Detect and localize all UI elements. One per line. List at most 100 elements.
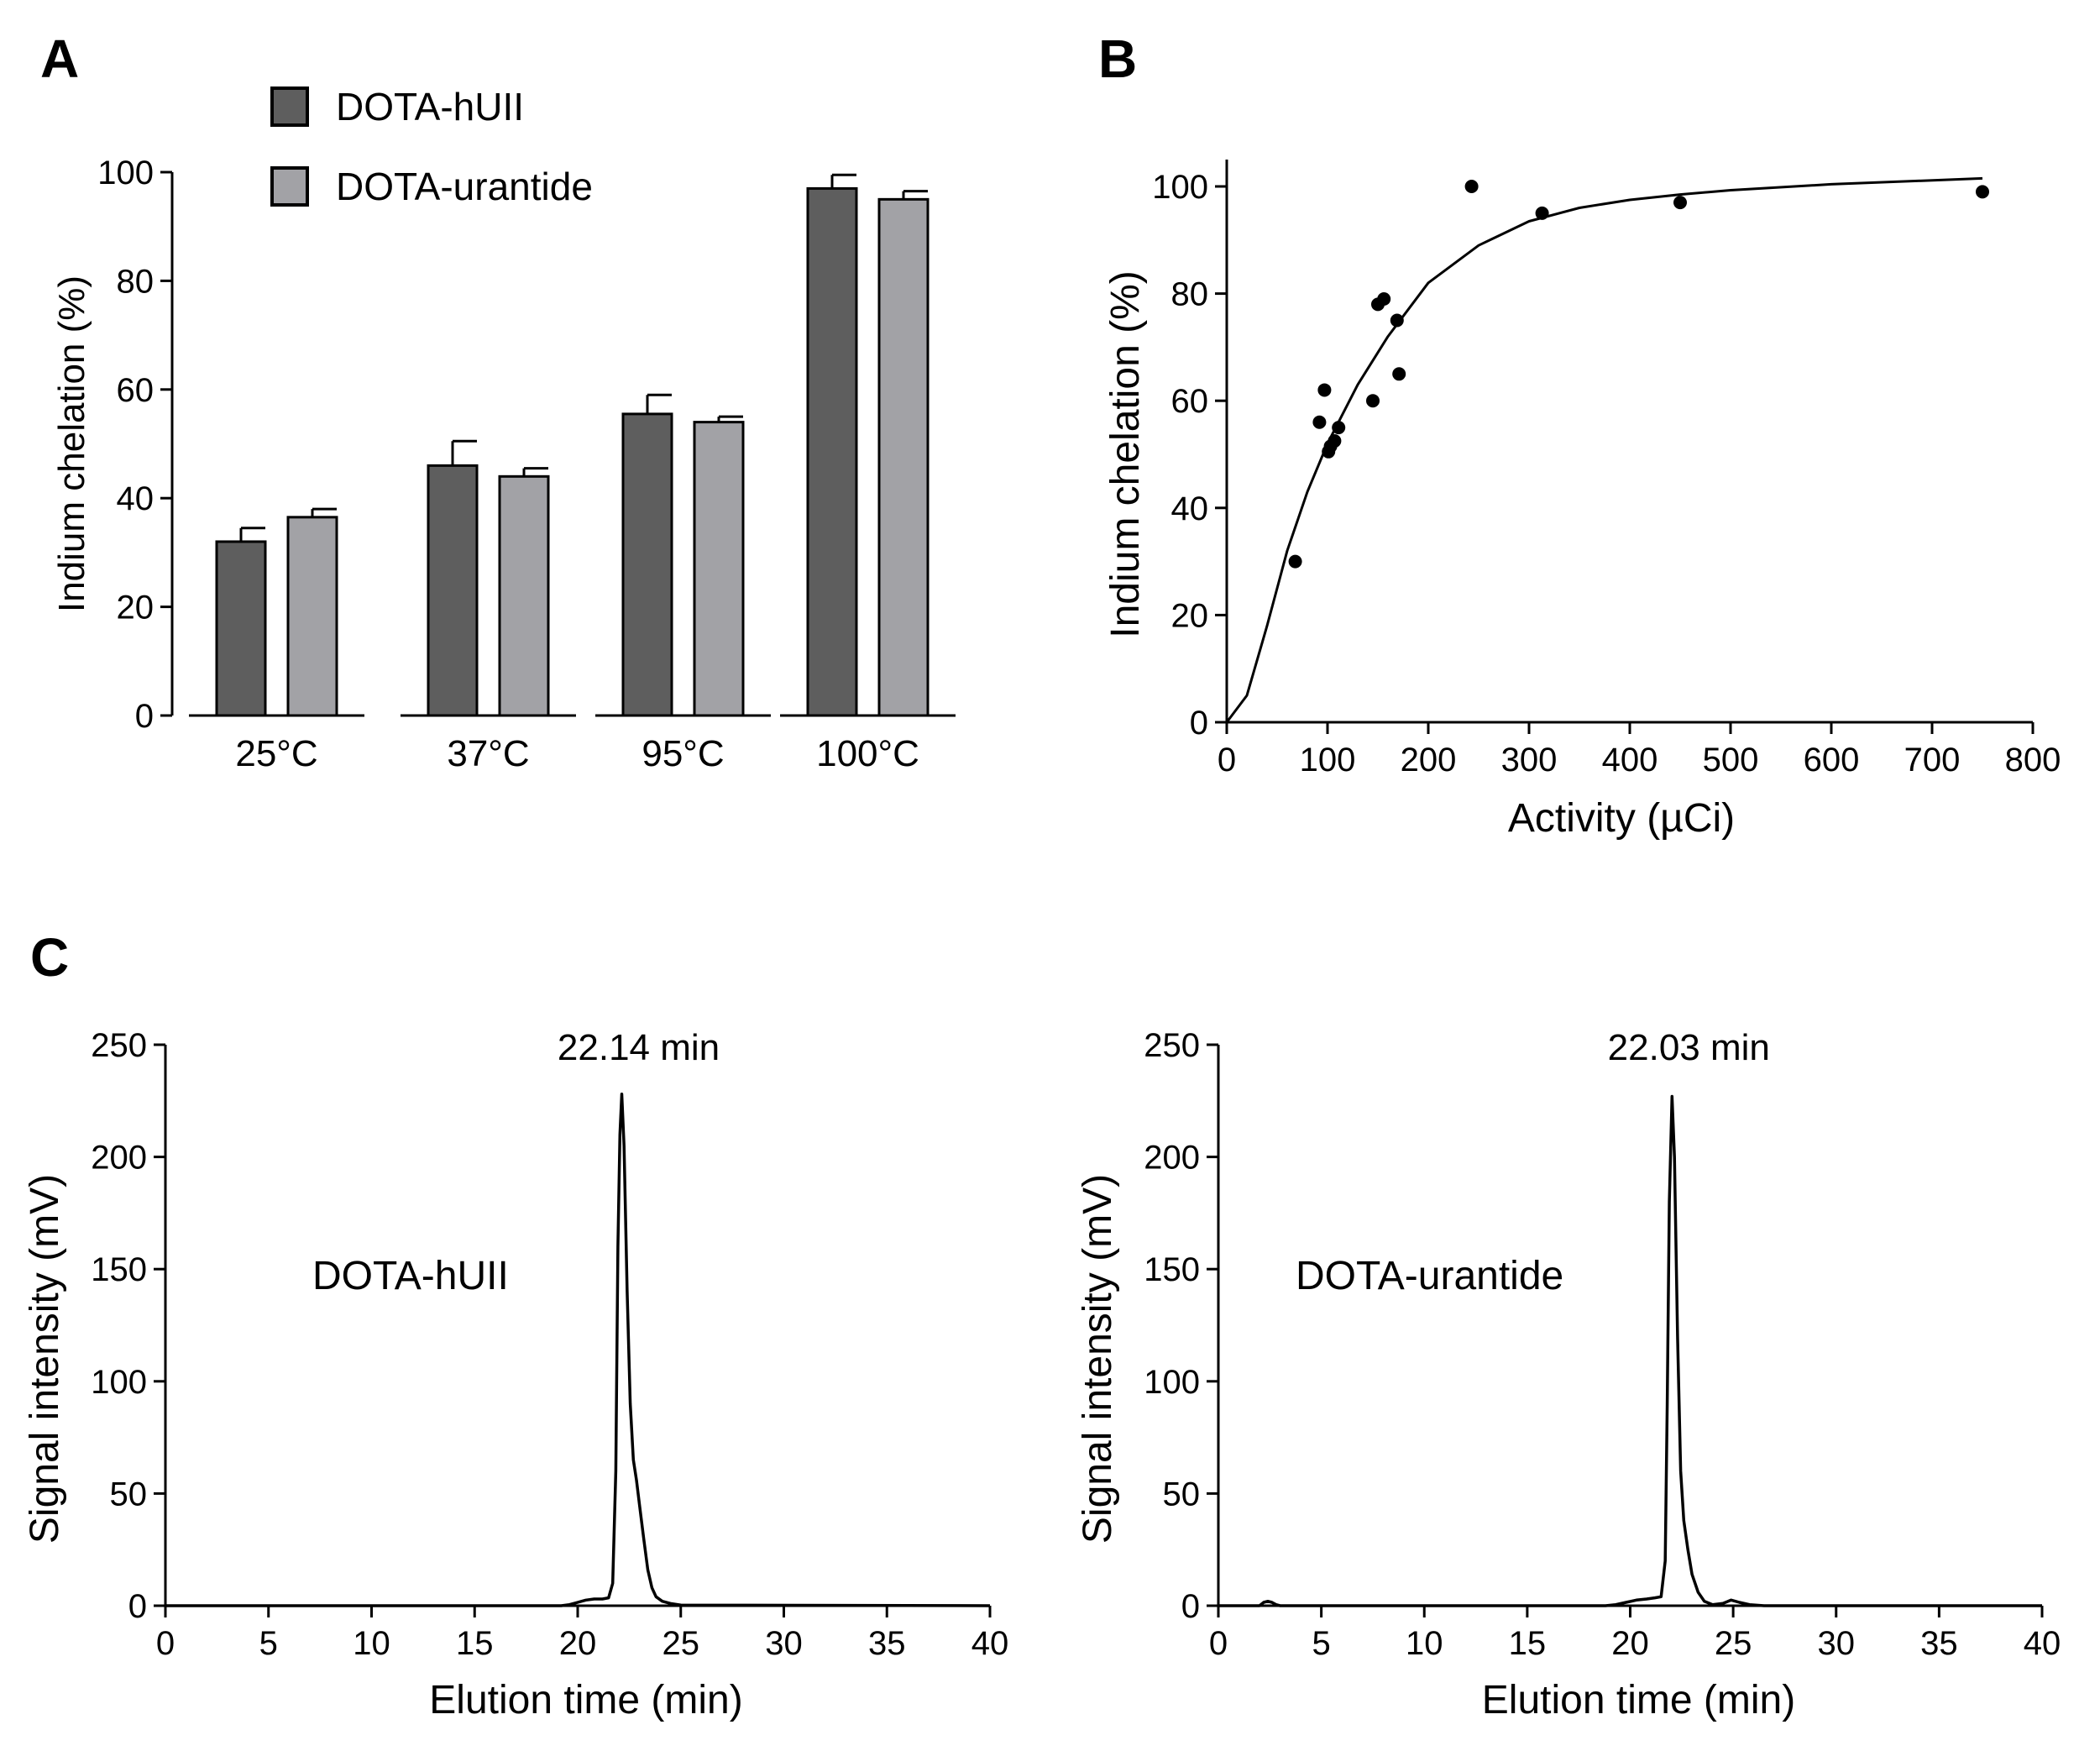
x-tick-label: 10 <box>1406 1625 1443 1662</box>
x-tick-label: 0 <box>1218 742 1236 779</box>
x-tick-label: 800 <box>2005 742 2061 779</box>
data-point <box>1288 554 1302 569</box>
chart-c-right: 0 50 100 150 200 250 0 5 10 15 20 25 30 35 40 Elution t… <box>1076 1027 2061 1722</box>
x-tick-label: 200 <box>1401 742 1457 779</box>
y-tick-label: 150 <box>91 1251 147 1288</box>
x-axis-title: Elution time (min) <box>429 1678 742 1722</box>
panel-a-letter: A <box>40 29 79 89</box>
data-point <box>1535 206 1549 220</box>
y-tick-label: 50 <box>110 1476 148 1512</box>
x-tick-label: 30 <box>765 1625 803 1662</box>
peak-label: 22.03 min <box>1608 1027 1770 1068</box>
y-axis-title: Indium chelation (%) <box>51 275 92 612</box>
x-tick-label: 5 <box>1312 1625 1331 1662</box>
x-category-label: 25°C <box>235 733 317 774</box>
bar <box>286 516 338 717</box>
data-point <box>1673 196 1687 210</box>
y-tick-label: 80 <box>117 263 154 300</box>
y-axis-title: Indium chelation (%) <box>1103 270 1148 638</box>
legend-swatch <box>270 166 309 207</box>
y-tick-label: 50 <box>1163 1476 1201 1512</box>
y-tick-label: 60 <box>117 372 154 409</box>
x-tick-label: 700 <box>1904 742 1961 779</box>
bar <box>215 540 267 717</box>
y-tick-label: 100 <box>91 1364 147 1401</box>
data-point <box>1390 313 1404 328</box>
x-tick-label: 25 <box>662 1625 700 1662</box>
x-tick-label: 35 <box>1920 1625 1958 1662</box>
y-tick-label: 0 <box>1190 705 1208 742</box>
chromatogram-trace <box>1218 1094 2042 1607</box>
peak-label: 22.14 min <box>558 1027 720 1068</box>
x-tick-label: 20 <box>559 1625 597 1662</box>
bar <box>427 464 479 717</box>
x-category-label: 100°C <box>816 733 919 774</box>
data-point <box>1464 180 1479 193</box>
data-point <box>1312 415 1327 429</box>
bar <box>806 186 858 717</box>
chart-c-left: 0 50 100 150 200 250 0 5 10 15 20 25 30 35 40 Elution t… <box>23 1027 1008 1722</box>
x-axis-title: Activity (µCi) <box>1508 796 1735 841</box>
legend-swatch <box>270 87 309 127</box>
data-point <box>1366 394 1380 408</box>
data-point <box>1317 383 1332 397</box>
chart-a: 0 20 40 60 80 100 Indium chelation (%) 25°C 37°C… <box>51 85 956 774</box>
x-tick-label: 35 <box>868 1625 906 1662</box>
x-tick-label: 400 <box>1602 742 1658 779</box>
x-tick-label: 0 <box>156 1625 175 1662</box>
x-category-label: 37°C <box>447 733 529 774</box>
y-tick-label: 40 <box>117 480 154 517</box>
data-point <box>1328 434 1342 448</box>
y-tick-label: 80 <box>1171 276 1209 313</box>
bar <box>693 421 745 717</box>
x-tick-label: 10 <box>353 1625 390 1662</box>
y-tick-label: 60 <box>1171 383 1209 420</box>
y-tick-label: 40 <box>1171 490 1209 527</box>
legend-label: DOTA-urantide <box>336 165 593 208</box>
data-point <box>1377 291 1391 306</box>
y-tick-label: 250 <box>1144 1027 1200 1064</box>
chromatogram-trace <box>165 1093 991 1607</box>
x-tick-label: 30 <box>1818 1625 1856 1662</box>
y-tick-label: 0 <box>135 698 154 735</box>
y-tick-label: 0 <box>128 1588 147 1625</box>
y-tick-label: 20 <box>117 590 154 626</box>
x-tick-label: 15 <box>456 1625 494 1662</box>
legend-label: DOTA-hUII <box>336 85 524 128</box>
x-tick-label: 5 <box>259 1625 278 1662</box>
y-axis-title: Signal intensity (mV) <box>23 1174 67 1544</box>
data-point <box>1392 367 1406 381</box>
x-tick-label: 500 <box>1703 742 1759 779</box>
x-axis-title: Elution time (min) <box>1482 1678 1795 1722</box>
x-tick-label: 40 <box>971 1625 1009 1662</box>
x-tick-label: 20 <box>1611 1625 1649 1662</box>
x-tick-label: 600 <box>1804 742 1860 779</box>
y-tick-label: 100 <box>1144 1364 1200 1401</box>
x-tick-label: 0 <box>1209 1625 1228 1662</box>
x-tick-label: 100 <box>1300 742 1356 779</box>
y-tick-label: 150 <box>1144 1251 1200 1288</box>
data-point <box>1976 185 1989 199</box>
chart-b: 0 20 40 60 80 100 0 100 200 300 400 500 600 700 800 Act… <box>1103 160 2061 841</box>
y-tick-label: 200 <box>1144 1140 1200 1177</box>
panel-b-letter: B <box>1098 29 1137 89</box>
series-label: DOTA-urantide <box>1296 1254 1563 1298</box>
x-category-label: 95°C <box>642 733 724 774</box>
bar <box>498 474 550 717</box>
y-tick-label: 200 <box>91 1140 147 1177</box>
bar <box>877 197 930 717</box>
series-label: DOTA-hUII <box>312 1254 509 1298</box>
fit-curve <box>1225 176 1983 723</box>
data-point <box>1332 421 1346 435</box>
y-tick-label: 100 <box>1152 169 1208 206</box>
panel-c-letter: C <box>30 927 69 988</box>
y-tick-label: 20 <box>1171 597 1209 634</box>
y-tick-label: 250 <box>91 1027 147 1064</box>
x-tick-label: 25 <box>1715 1625 1752 1662</box>
x-tick-label: 300 <box>1501 742 1558 779</box>
y-tick-label: 0 <box>1181 1588 1200 1625</box>
bar <box>621 412 673 717</box>
y-tick-label: 100 <box>97 155 154 191</box>
x-tick-label: 40 <box>2024 1625 2061 1662</box>
